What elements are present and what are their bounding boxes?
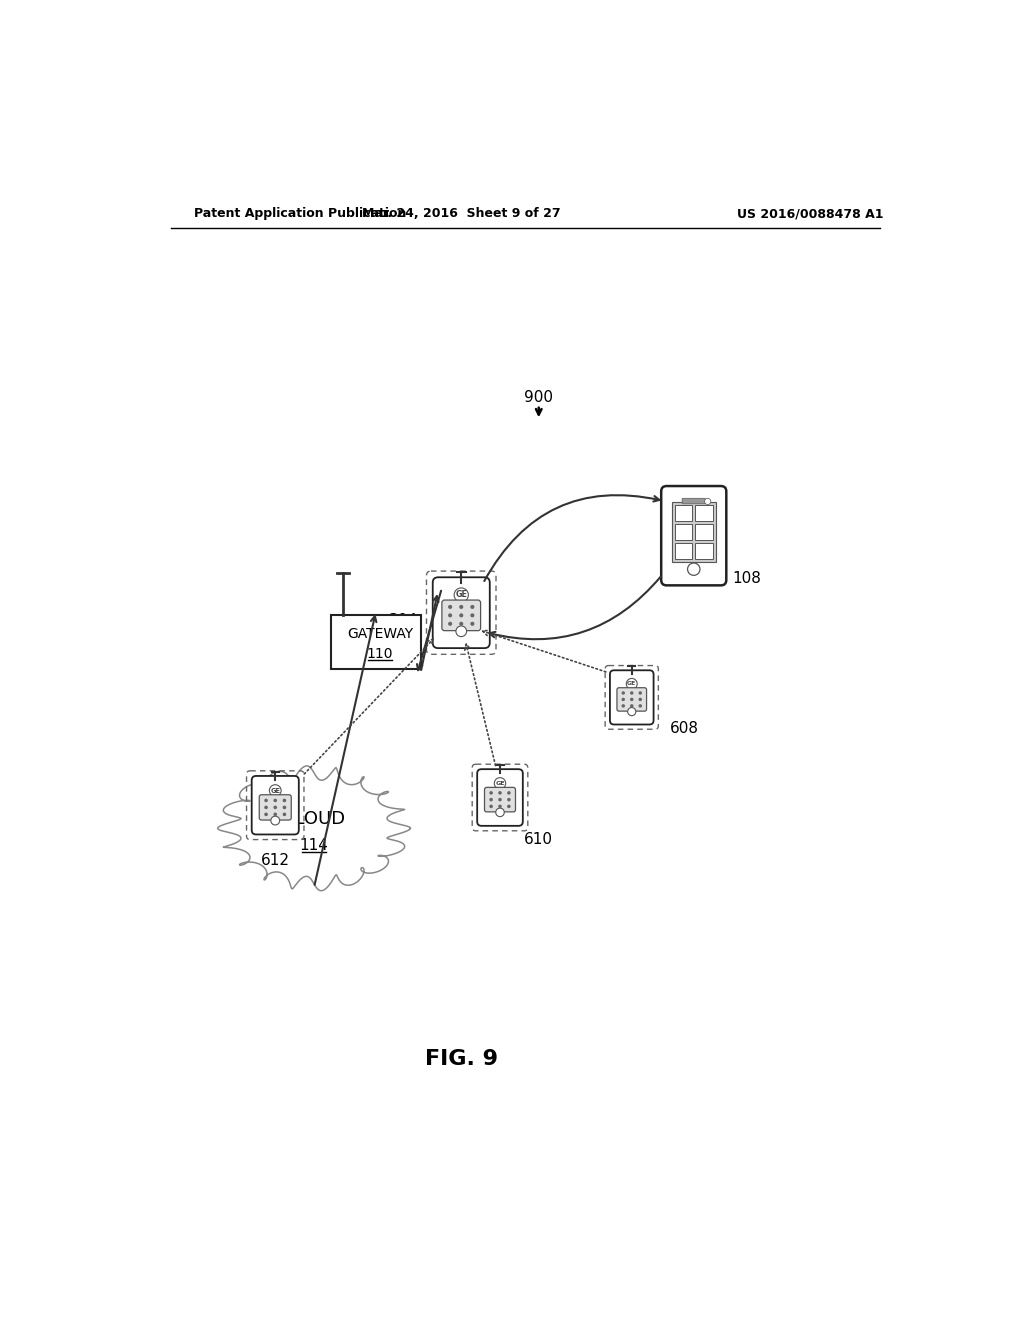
Circle shape [508,799,510,801]
Circle shape [269,784,282,796]
FancyBboxPatch shape [477,770,523,826]
Circle shape [499,805,501,808]
Circle shape [639,698,641,701]
Circle shape [460,614,463,616]
Circle shape [449,614,452,616]
Text: GE: GE [456,590,467,599]
Circle shape [270,816,280,825]
Circle shape [471,614,474,616]
Text: 304: 304 [389,612,418,628]
Text: 610: 610 [524,833,553,847]
Bar [695,524,713,540]
Circle shape [490,799,493,801]
Circle shape [265,807,267,808]
Text: FIG. 9: FIG. 9 [425,1049,498,1069]
Circle shape [284,807,286,808]
Circle shape [639,705,641,708]
Circle shape [449,606,452,609]
Text: CLOUD: CLOUD [283,810,345,828]
Circle shape [508,805,510,808]
Circle shape [456,626,467,636]
Circle shape [274,813,276,816]
Text: 612: 612 [261,853,290,869]
Bar [695,506,713,521]
FancyBboxPatch shape [616,688,646,711]
Circle shape [631,692,633,694]
Circle shape [495,777,506,789]
Circle shape [471,623,474,626]
FancyBboxPatch shape [433,577,489,648]
Circle shape [623,692,625,694]
Circle shape [284,813,286,816]
Bar [695,544,713,560]
Text: 110: 110 [367,647,393,661]
Text: Mar. 24, 2016  Sheet 9 of 27: Mar. 24, 2016 Sheet 9 of 27 [361,207,560,220]
Circle shape [687,564,700,576]
FancyBboxPatch shape [610,671,653,725]
Circle shape [490,805,493,808]
Circle shape [631,698,633,701]
Circle shape [628,708,636,715]
FancyBboxPatch shape [442,601,480,631]
Circle shape [274,800,276,801]
Text: GE: GE [270,788,281,793]
Circle shape [496,808,504,817]
Circle shape [284,800,286,801]
FancyBboxPatch shape [252,776,299,834]
Circle shape [499,799,501,801]
Bar [675,506,692,521]
Circle shape [265,813,267,816]
Circle shape [490,792,493,793]
Circle shape [627,678,637,689]
Text: Patent Application Publication: Patent Application Publication [194,207,407,220]
FancyBboxPatch shape [259,795,291,820]
Circle shape [508,792,510,793]
Text: GATEWAY: GATEWAY [347,627,413,642]
Circle shape [454,587,468,602]
Bar [675,544,692,560]
Text: 608: 608 [670,721,699,735]
Circle shape [639,692,641,694]
Text: 900: 900 [524,389,553,405]
Circle shape [471,606,474,609]
FancyBboxPatch shape [662,486,726,585]
Circle shape [274,807,276,808]
Text: 114: 114 [300,838,329,853]
Circle shape [631,705,633,708]
Circle shape [460,623,463,626]
FancyBboxPatch shape [484,788,515,812]
Circle shape [265,800,267,801]
Bar [675,524,692,540]
Bar [672,502,716,562]
Polygon shape [218,766,411,891]
FancyBboxPatch shape [682,499,706,504]
Text: GE: GE [627,681,636,686]
Text: US 2016/0088478 A1: US 2016/0088478 A1 [736,207,884,220]
Text: GE: GE [496,781,505,785]
Circle shape [705,499,711,504]
Bar [332,615,421,669]
Circle shape [623,698,625,701]
Circle shape [623,705,625,708]
Circle shape [449,623,452,626]
Circle shape [460,606,463,609]
Circle shape [499,792,501,793]
Text: 108: 108 [732,570,761,586]
